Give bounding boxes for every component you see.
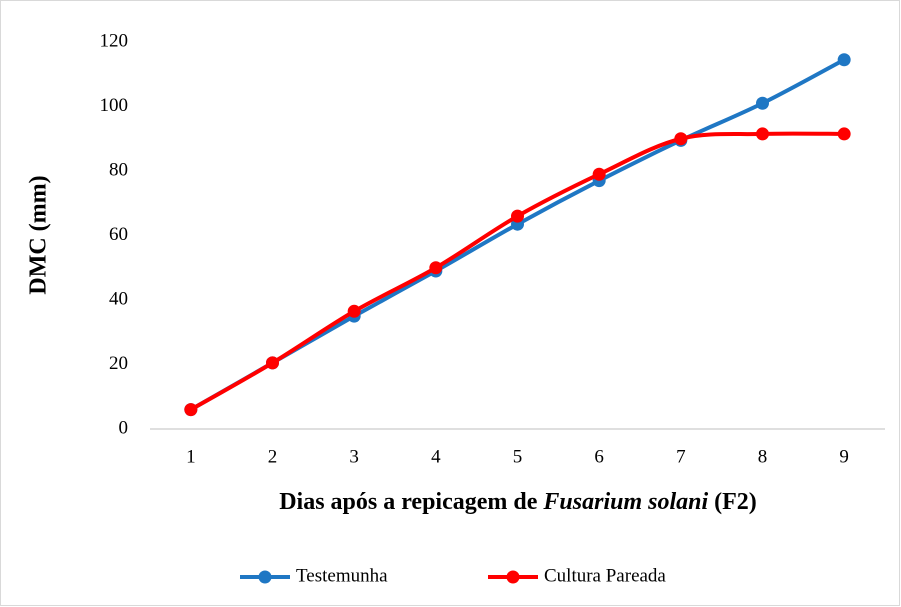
y-tick-label: 100 <box>100 95 129 116</box>
legend-marker <box>506 570 520 584</box>
data-point <box>674 132 688 146</box>
data-point <box>511 209 524 223</box>
x-tick-label: 9 <box>839 446 849 467</box>
data-point <box>347 304 361 318</box>
x-axis-title-part: Dias após a repicagem de <box>279 489 543 515</box>
y-tick-label: 60 <box>109 224 128 245</box>
y-tick-label: 20 <box>109 353 128 374</box>
x-tick-label: 3 <box>349 446 359 467</box>
x-tick-label: 7 <box>676 446 686 467</box>
x-tick-label: 2 <box>268 446 278 467</box>
x-tick-label: 5 <box>513 446 523 467</box>
data-point <box>756 127 769 141</box>
legend-label: Testemunha <box>296 565 388 586</box>
x-tick-label: 8 <box>758 446 768 467</box>
x-tick-label: 6 <box>594 446 604 467</box>
data-point <box>592 167 606 181</box>
x-tick-label: 4 <box>431 446 441 467</box>
x-tick-label: 1 <box>186 446 196 467</box>
y-axis-title: DMC (mm) <box>26 175 52 294</box>
x-axis-title: Dias após a repicagem de Fusarium solani… <box>279 489 757 515</box>
y-tick-label: 40 <box>109 288 128 309</box>
data-point <box>429 261 443 275</box>
y-tick-label: 120 <box>100 30 129 51</box>
legend-marker <box>258 570 272 584</box>
legend-label: Cultura Pareada <box>544 565 666 586</box>
data-point <box>837 53 851 67</box>
data-point <box>756 96 769 110</box>
y-tick-label: 0 <box>119 417 129 438</box>
x-axis-title-part: (F2) <box>708 489 757 515</box>
data-point <box>184 403 198 417</box>
x-axis-title-part: Fusarium solani <box>542 489 708 515</box>
data-point <box>837 127 851 141</box>
y-tick-label: 80 <box>109 159 128 180</box>
data-point <box>266 356 279 370</box>
